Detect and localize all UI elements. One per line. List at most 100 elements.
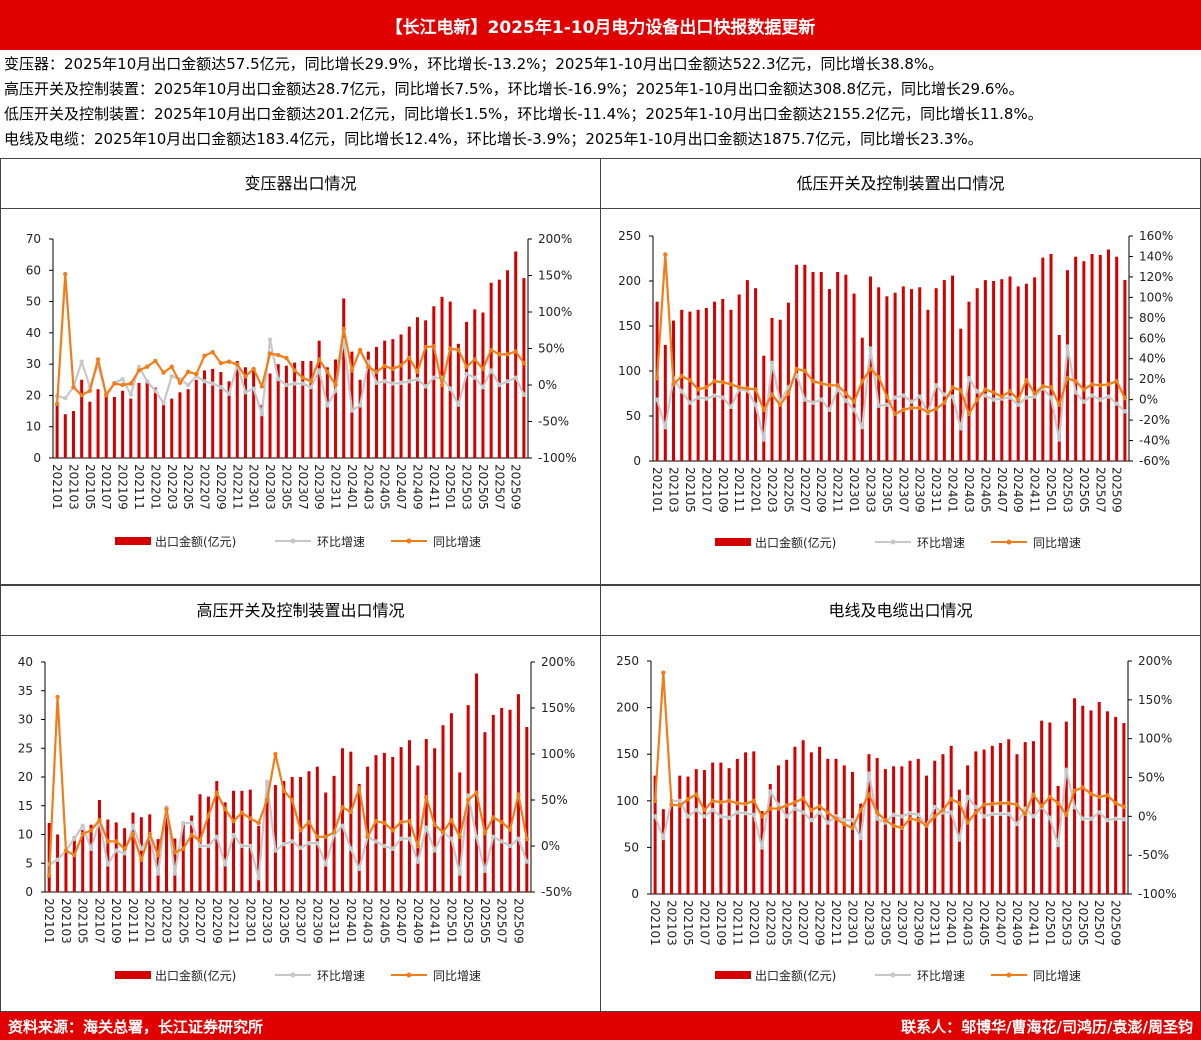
bar [1008, 276, 1012, 461]
yoy-point [874, 810, 880, 815]
yoy-point [415, 843, 421, 849]
yoy-point [491, 815, 496, 820]
yoy-point [851, 399, 857, 404]
mom-point [120, 376, 125, 382]
legend-yoy-marker [1006, 972, 1012, 978]
mom-point [851, 407, 857, 413]
bar [1016, 286, 1020, 461]
mom-point [1031, 814, 1036, 819]
legend-label: 环比增速 [317, 535, 365, 549]
bar [752, 751, 756, 894]
source-note: 资料来源：海关总署，长江证券研究所 [8, 1017, 264, 1036]
x-tick-label: 202501 [443, 464, 457, 510]
yoy-point [333, 382, 338, 388]
x-tick-label: 202103 [665, 900, 679, 946]
mom-point [292, 381, 297, 386]
bar [942, 280, 946, 461]
yoy-point [407, 818, 412, 824]
right-tick-label: 100% [1138, 732, 1172, 746]
yoy-point [169, 364, 174, 369]
mom-point [415, 859, 421, 864]
left-tick-label: 70 [26, 232, 41, 246]
x-tick-label: 202209 [214, 464, 228, 510]
yoy-point [374, 369, 379, 375]
yoy-point [256, 820, 261, 826]
bar [374, 755, 378, 892]
mom-point [185, 382, 191, 388]
bar [803, 264, 807, 461]
bar [1098, 254, 1102, 461]
yoy-point [210, 349, 215, 355]
bar [465, 321, 469, 458]
x-tick-label: 202407 [394, 464, 408, 510]
yoy-point [447, 346, 453, 351]
yoy-point [1121, 804, 1127, 809]
left-tick-label: 100 [618, 364, 641, 378]
bar [309, 361, 313, 458]
yoy-point [331, 830, 337, 835]
mom-point [860, 425, 865, 430]
mom-point [718, 814, 724, 819]
bar [1065, 270, 1069, 461]
mom-point [281, 841, 287, 847]
bar [975, 288, 979, 461]
yoy-point [1098, 383, 1103, 388]
mom-point [710, 807, 715, 813]
mom-point [874, 816, 880, 821]
yoy-point [55, 694, 60, 700]
x-tick-label: 202211 [831, 467, 845, 513]
mom-point [728, 404, 734, 409]
bar [475, 673, 479, 892]
right-tick-label: 20% [1139, 372, 1166, 386]
mom-point [802, 397, 808, 402]
yoy-point [1016, 397, 1021, 402]
x-tick-label: 202507 [1093, 467, 1107, 513]
yoy-point [876, 374, 881, 380]
yoy-point [694, 792, 699, 797]
chart-title: 变压器出口情况 [1, 159, 600, 209]
mom-point [712, 393, 717, 398]
bar [727, 768, 731, 894]
yoy-point [671, 382, 676, 387]
mom-point [809, 818, 814, 823]
bar [88, 401, 92, 458]
bar [926, 309, 930, 461]
x-tick-label: 202303 [260, 898, 274, 944]
yoy-point [1040, 384, 1046, 389]
mom-point [916, 812, 921, 817]
yoy-point [751, 798, 757, 803]
bar [72, 836, 76, 892]
chart-panel-lv-switchgear: 低压开关及控制装置出口情况 0 50 100 150 200 250 -60% -40% -20… [600, 158, 1201, 585]
x-tick-label: 202111 [732, 467, 746, 513]
yoy-point [1072, 788, 1077, 793]
bar [974, 751, 978, 894]
bar [219, 371, 223, 458]
left-tick-label: 150 [616, 747, 639, 761]
bar [844, 274, 848, 461]
yoy-point [348, 809, 354, 815]
yoy-point [128, 381, 134, 386]
right-tick-label: 0% [538, 378, 557, 392]
mom-point [300, 381, 305, 386]
bar [686, 776, 690, 894]
yoy-point [792, 800, 798, 805]
bar [383, 340, 387, 458]
bar [97, 800, 101, 892]
left-tick-label: 0 [25, 885, 33, 899]
yoy-point [480, 366, 486, 372]
x-tick-label: 202105 [76, 898, 90, 944]
yoy-point [197, 838, 203, 843]
mom-point [136, 364, 142, 369]
yoy-point [439, 382, 445, 388]
x-tick-label: 202505 [1076, 900, 1090, 946]
yoy-point [1014, 802, 1020, 807]
bar [811, 272, 815, 461]
legend-yoy-marker [406, 972, 412, 978]
bar [901, 286, 905, 461]
mom-line [56, 338, 525, 416]
mom-point [189, 820, 194, 826]
left-tick-label: 60 [26, 263, 41, 277]
mom-point [990, 811, 995, 817]
bar [416, 765, 420, 892]
yoy-point [524, 836, 530, 842]
